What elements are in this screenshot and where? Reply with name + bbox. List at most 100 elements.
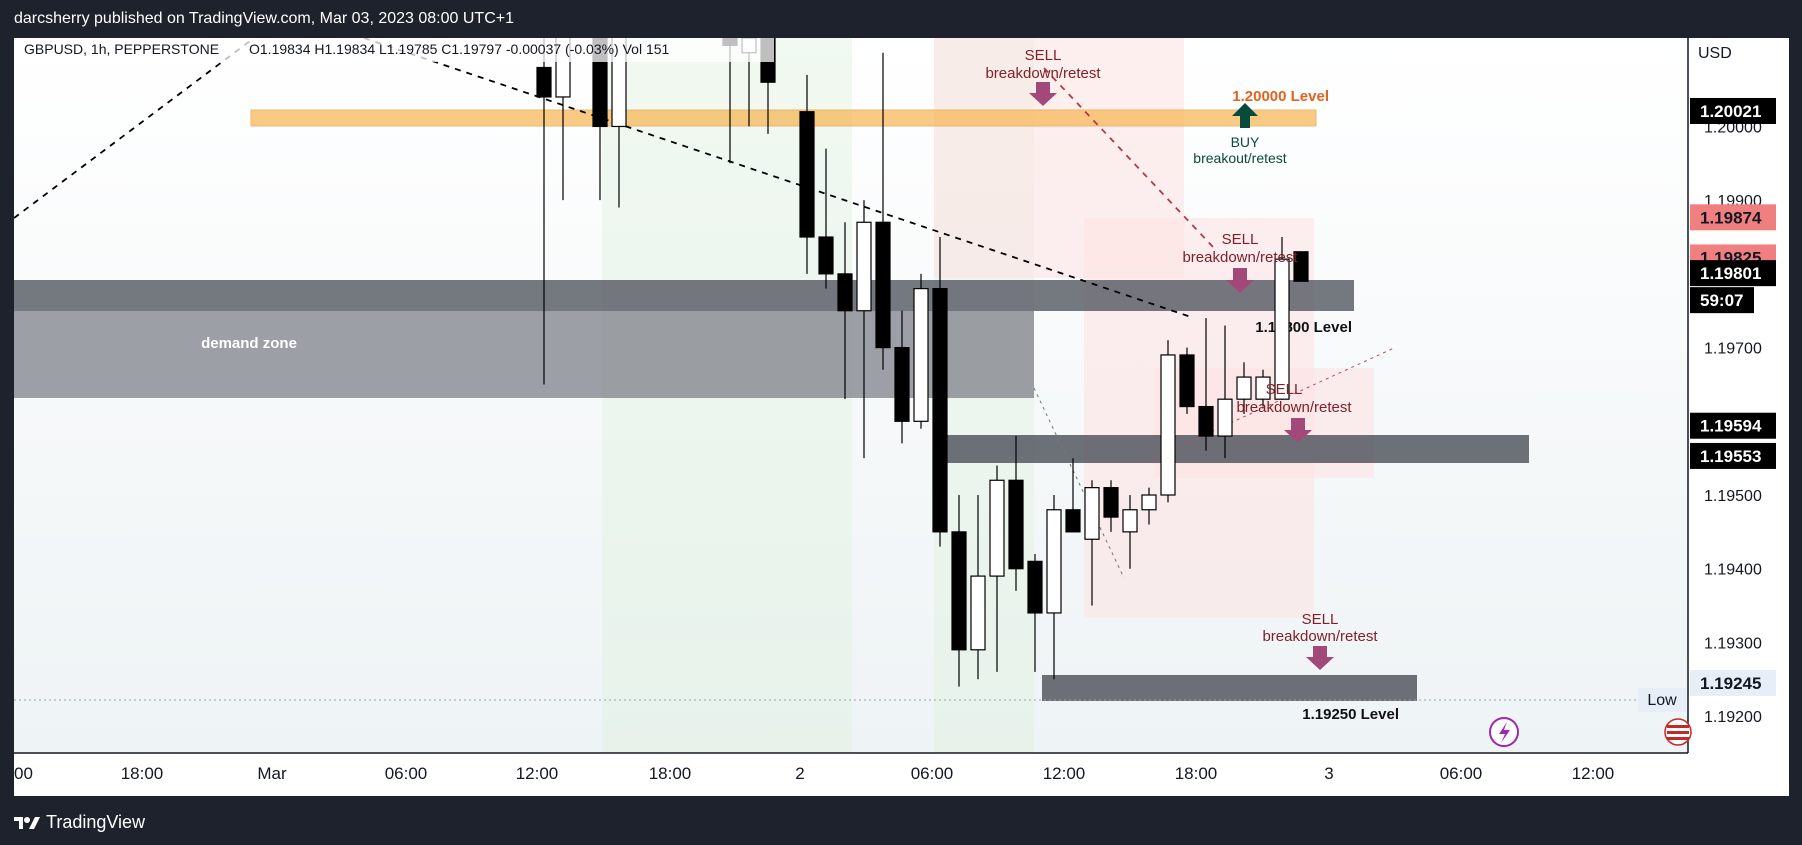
- price-tick: 1.19300: [1704, 635, 1762, 652]
- sell-signal-1[interactable]: SELL breakdown/retest: [985, 47, 1101, 106]
- candle[interactable]: [989, 465, 1005, 672]
- candle[interactable]: [818, 148, 834, 289]
- sell-label: SELL: [1302, 611, 1339, 628]
- price-label-box: [1690, 442, 1776, 469]
- legend-symbol: GBPUSD, 1h, PEPPERSTONE: [24, 41, 219, 57]
- candle-body: [989, 479, 1005, 577]
- price-tick: 1.19400: [1704, 562, 1762, 579]
- price-label-box: [1690, 287, 1754, 314]
- price-label-text: 59:07: [1700, 291, 1743, 310]
- legend-backdrop: [14, 38, 774, 62]
- candle-body: [1122, 509, 1138, 533]
- trendline-faint-1: [1033, 387, 1125, 579]
- candle[interactable]: [536, 15, 552, 385]
- trendline-red[interactable]: [1043, 67, 1215, 249]
- candle[interactable]: [1179, 347, 1195, 414]
- candle-body: [894, 346, 910, 422]
- candle[interactable]: [1255, 369, 1271, 407]
- time-axis[interactable]: [14, 753, 1789, 796]
- price-label: 1.19553: [1690, 442, 1776, 469]
- time-tick: 2: [795, 764, 804, 783]
- sell-label: SELL: [1266, 381, 1303, 398]
- price-tick: 1.19500: [1704, 488, 1762, 505]
- candle[interactable]: [970, 495, 986, 680]
- candle[interactable]: [799, 74, 815, 274]
- price-ticks-group: 1.200001.199001.197001.196001.195001.194…: [1704, 119, 1762, 726]
- candle-body: [951, 531, 967, 651]
- candle[interactable]: [1065, 458, 1081, 533]
- price-label-text: 1.19874: [1700, 208, 1762, 227]
- price-axis-currency: USD: [1698, 45, 1732, 62]
- candle[interactable]: [1274, 237, 1290, 400]
- candle[interactable]: [932, 237, 948, 547]
- buy-arrow-icon: [1232, 103, 1258, 128]
- time-tick: 06:00: [911, 764, 954, 783]
- candle-body: [536, 66, 552, 98]
- candle[interactable]: [1198, 318, 1214, 451]
- candle[interactable]: [1008, 436, 1024, 591]
- candle-body: [837, 273, 853, 312]
- sell-label: SELL: [1222, 231, 1259, 248]
- price-axis[interactable]: [1688, 38, 1789, 753]
- level-1-19250-band[interactable]: [1042, 675, 1417, 701]
- candle[interactable]: [1141, 487, 1157, 525]
- candle-body: [1255, 376, 1271, 400]
- level-1-20000-label: 1.20000 Level: [1232, 88, 1329, 105]
- candle[interactable]: [1084, 480, 1100, 606]
- candle[interactable]: [1217, 325, 1233, 459]
- publisher-text: darcsherry published on TradingView.com,…: [14, 10, 514, 27]
- tradingview-logo-text: TradingView: [46, 812, 146, 832]
- candle-body: [818, 236, 834, 275]
- sell-sublabel: breakdown/retest: [985, 65, 1101, 82]
- candle[interactable]: [1122, 495, 1138, 569]
- trendline-falling[interactable]: [363, 37, 1195, 319]
- sell-label: SELL: [1025, 47, 1062, 64]
- buy-label: BUY: [1231, 134, 1260, 150]
- candle[interactable]: [837, 222, 853, 400]
- candle[interactable]: [913, 273, 929, 429]
- level-1-20000-band[interactable]: [250, 109, 1317, 127]
- chart-frame[interactable]: demand zone 1.20000 Level 1.19800 Level …: [13, 0, 1789, 796]
- price-label: 1.19245: [1690, 669, 1776, 696]
- time-tick: 00: [14, 764, 33, 783]
- tradingview-logo-icon: [14, 815, 40, 831]
- candle-body: [1198, 405, 1214, 437]
- candle[interactable]: [1160, 340, 1176, 503]
- price-label-text: 1.20021: [1700, 102, 1761, 121]
- sell-arrow-icon: [1306, 646, 1334, 670]
- candle[interactable]: [1236, 362, 1252, 414]
- sell-sublabel: breakdown/retest: [1262, 628, 1378, 645]
- candle[interactable]: [1027, 553, 1043, 672]
- candle[interactable]: [1103, 480, 1119, 532]
- trendline-rising[interactable]: [13, 37, 255, 219]
- tradingview-logo[interactable]: TradingView: [14, 812, 145, 833]
- candle[interactable]: [1046, 495, 1062, 680]
- candle[interactable]: [856, 200, 872, 459]
- candle-body: [1008, 479, 1024, 570]
- sell-sublabel: breakdown/retest: [1182, 249, 1298, 266]
- buy-signal[interactable]: BUY breakout/retest: [1193, 103, 1287, 166]
- time-tick: 18:00: [121, 764, 164, 783]
- time-tick: Mar: [257, 764, 287, 783]
- candle-body: [1217, 398, 1233, 437]
- time-ticks-group: 00 18:00 Mar 06:00 12:00 18:00 2 06:00 12:00 18:0…: [14, 764, 1614, 783]
- time-tick: 06:00: [1440, 764, 1483, 783]
- alert-bolt-icon[interactable]: [1489, 717, 1519, 747]
- price-label: 1.19874: [1690, 204, 1776, 231]
- zone-upper-band[interactable]: [14, 280, 1354, 311]
- candle-body: [1179, 354, 1195, 408]
- candle[interactable]: [894, 310, 910, 444]
- sell-signal-2[interactable]: SELL breakdown/retest: [1182, 231, 1298, 293]
- price-chart[interactable]: demand zone 1.20000 Level 1.19800 Level …: [13, 0, 1789, 796]
- sell-signal-3[interactable]: SELL breakdown/retest: [1236, 381, 1352, 443]
- time-tick: 18:00: [649, 764, 692, 783]
- candle[interactable]: [875, 52, 891, 370]
- price-label-text: 1.19801: [1700, 264, 1761, 283]
- candle-body: [799, 111, 815, 238]
- candle[interactable]: [1293, 251, 1309, 282]
- candle[interactable]: [951, 495, 967, 687]
- price-label: 1.19594: [1690, 412, 1776, 439]
- sell-signal-4[interactable]: SELL breakdown/retest: [1262, 611, 1378, 670]
- retest-zone-band[interactable]: [934, 435, 1529, 463]
- us-flag-icon: [1664, 718, 1692, 746]
